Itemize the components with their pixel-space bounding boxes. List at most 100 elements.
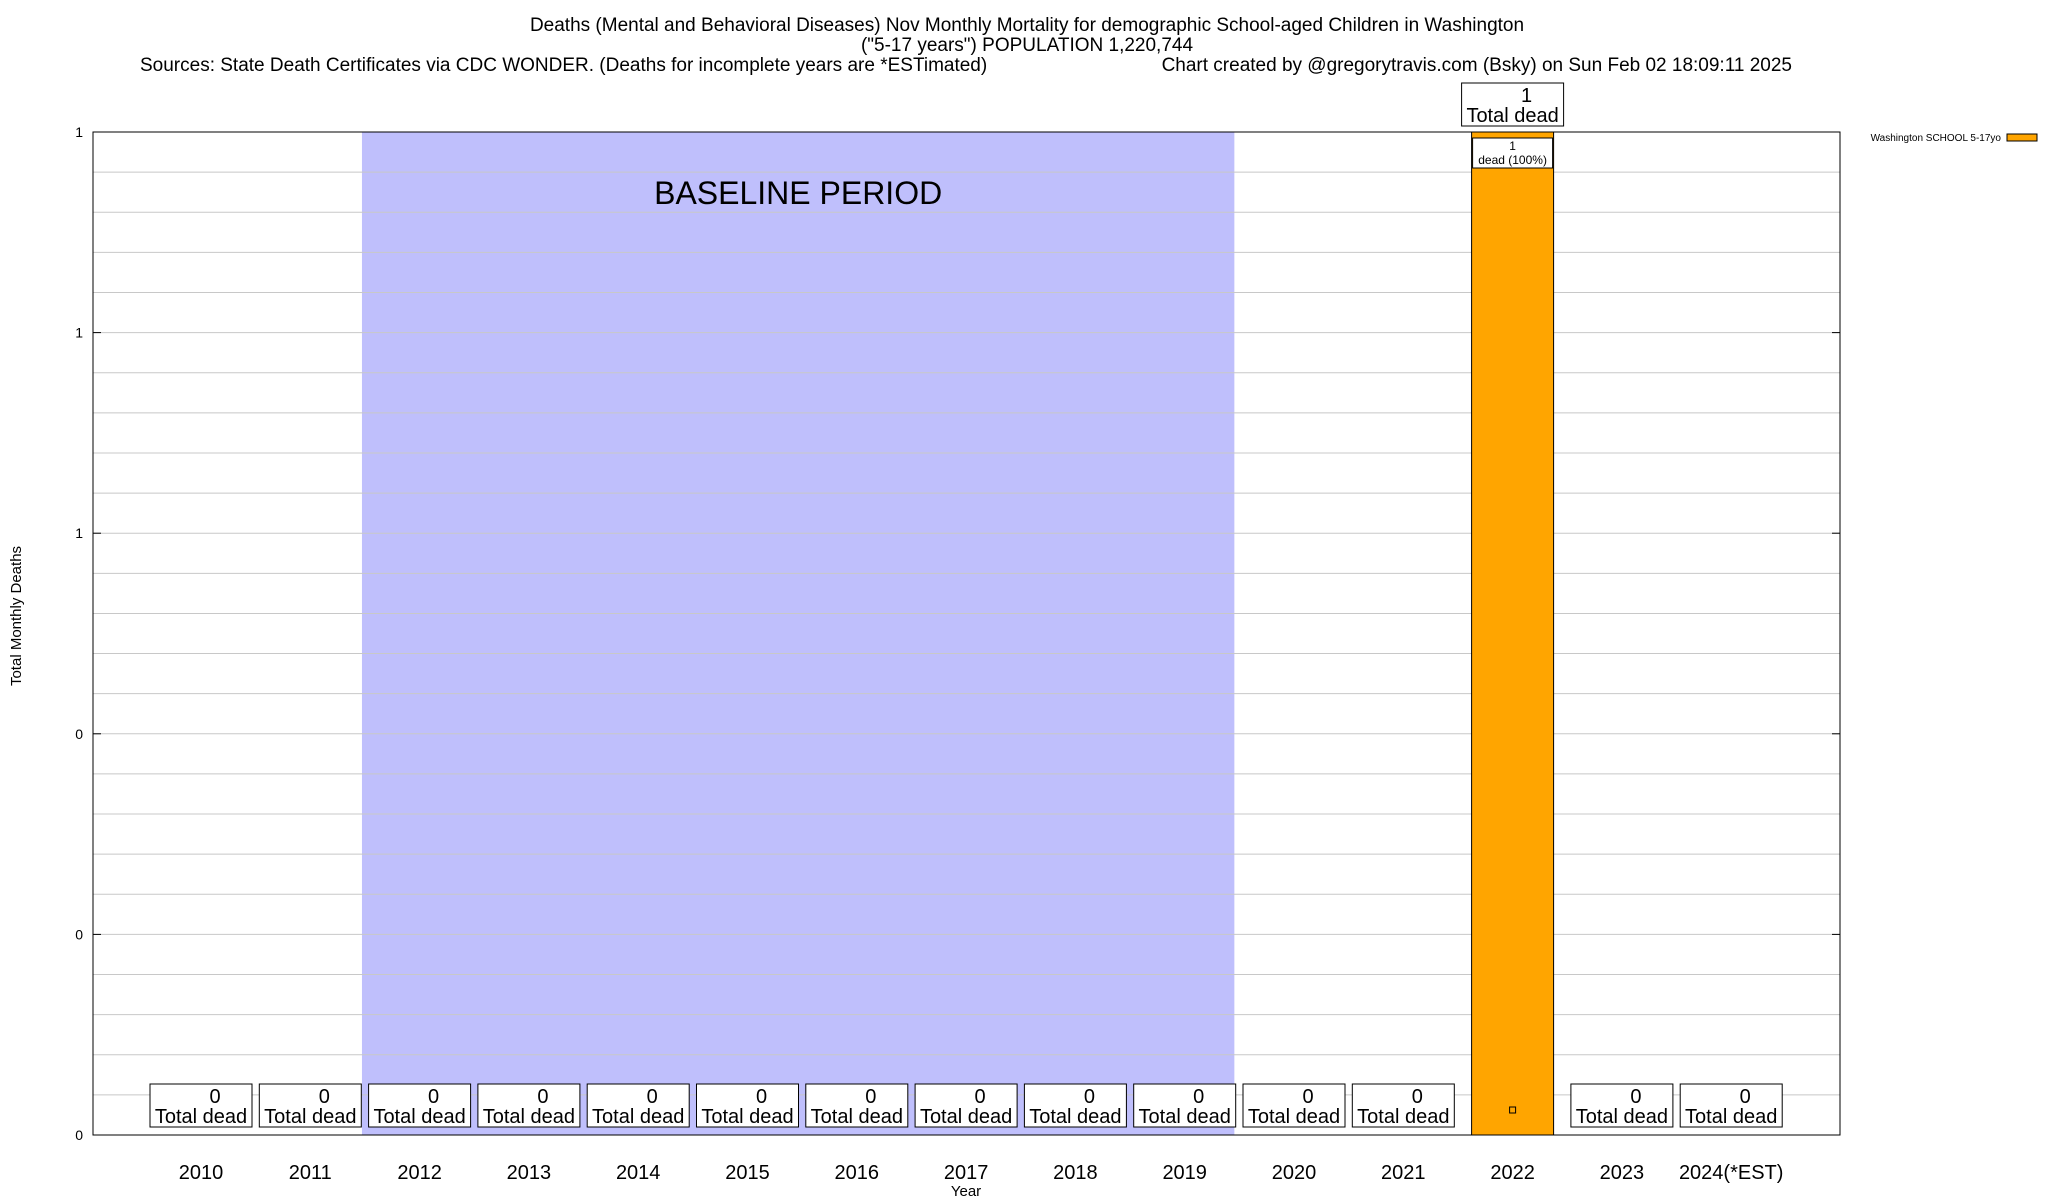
legend-swatch [2006, 133, 2038, 142]
y-tick-label: 0 [75, 1127, 83, 1143]
x-tick-label: 2022 [1490, 1162, 1535, 1184]
bar-inner-label-value: 1 [1509, 139, 1516, 153]
total-label-value: 0 [537, 1086, 548, 1108]
x-tick-label: 2018 [1053, 1162, 1098, 1184]
total-label-box [1133, 1083, 1237, 1128]
total-label-text: Total dead [1139, 1106, 1231, 1128]
total-label-value: 1 [1521, 85, 1532, 107]
total-label-value: 0 [975, 1086, 986, 1108]
x-tick-label: 2014 [616, 1162, 661, 1184]
x-tick-label: 2010 [179, 1162, 224, 1184]
total-label-value: 0 [1412, 1086, 1423, 1108]
total-label-text: Total dead [1248, 1106, 1340, 1128]
total-label-value: 0 [1740, 1086, 1751, 1108]
total-label-value: 0 [428, 1086, 439, 1108]
total-label-value: 0 [647, 1086, 658, 1108]
total-label-text: Total dead [1576, 1106, 1668, 1128]
total-label-text: Total dead [1357, 1106, 1449, 1128]
total-label-text: Total dead [592, 1106, 684, 1128]
chart-credit: Chart created by @gregorytravis.com (Bsk… [1162, 55, 1792, 76]
chart-title-line-2: ("5-17 years") POPULATION 1,220,744 [861, 35, 1193, 56]
total-label-text: Total dead [1466, 105, 1558, 127]
total-label-box [1023, 1083, 1127, 1128]
total-label-box [696, 1083, 799, 1128]
baseline-period-label: BASELINE PERIOD [654, 175, 942, 211]
x-tick-label: 2012 [397, 1162, 442, 1184]
x-tick-label: 2011 [289, 1162, 332, 1184]
total-label-text: Total dead [483, 1106, 575, 1128]
baseline-period-band [361, 132, 1235, 1135]
total-label-value: 0 [1084, 1086, 1095, 1108]
total-label-value: 0 [319, 1086, 330, 1108]
x-tick-label: 2024(*EST) [1679, 1162, 1784, 1184]
x-tick-label: 2019 [1162, 1162, 1207, 1184]
total-label-box [149, 1083, 253, 1128]
total-label-box [477, 1083, 581, 1128]
total-label-box [914, 1083, 1018, 1128]
bar-2022 [1471, 131, 1555, 1136]
total-label-text: Total dead [811, 1106, 903, 1128]
x-tick-label: 2016 [835, 1162, 880, 1184]
total-label-text: Total dead [1029, 1106, 1121, 1128]
total-label-value: 0 [1630, 1086, 1641, 1108]
y-tick-label: 0 [75, 726, 83, 742]
y-tick-label: 1 [75, 124, 83, 140]
x-tick-label: 2023 [1600, 1162, 1645, 1184]
bar-inner-label-box [1472, 137, 1554, 169]
total-label-box [586, 1083, 690, 1128]
x-axis-label: Year [951, 1183, 981, 1200]
plot-frame [92, 131, 1841, 1136]
total-label-text: Total dead [373, 1106, 465, 1128]
y-tick-label: 1 [75, 325, 83, 341]
total-label-value: 0 [209, 1086, 220, 1108]
total-label-box [1461, 82, 1565, 127]
chart-sources: Sources: State Death Certificates via CD… [140, 55, 987, 76]
y-tick-label: 1 [75, 525, 83, 541]
total-label-box [258, 1083, 362, 1128]
total-label-text: Total dead [1685, 1106, 1777, 1128]
total-label-value: 0 [1302, 1086, 1313, 1108]
chart-title-line-1: Deaths (Mental and Behavioral Diseases) … [530, 15, 1524, 36]
x-tick-label: 2020 [1272, 1162, 1317, 1184]
total-label-box [805, 1083, 909, 1128]
total-label-box [1351, 1083, 1455, 1128]
total-label-text: Total dead [920, 1106, 1012, 1128]
total-label-text: Total dead [264, 1106, 356, 1128]
x-tick-label: 2015 [725, 1162, 770, 1184]
total-label-value: 0 [756, 1086, 767, 1108]
total-label-value: 0 [1193, 1086, 1204, 1108]
y-axis-label: Total Monthly Deaths [8, 546, 25, 686]
total-label-box [1570, 1083, 1674, 1128]
x-tick-label: 2013 [507, 1162, 552, 1184]
total-label-box [368, 1083, 472, 1128]
x-marker [1509, 1106, 1517, 1114]
total-label-text: Total dead [701, 1106, 793, 1128]
total-label-value: 0 [865, 1086, 876, 1108]
x-tick-label: 2017 [944, 1162, 989, 1184]
bar-inner-label-text: dead (100%) [1478, 153, 1547, 167]
total-label-box [1242, 1083, 1346, 1128]
legend: Washington SCHOOL 5-17yo [1871, 133, 2038, 144]
x-tick-label: 2021 [1381, 1162, 1426, 1184]
y-tick-label: 0 [75, 926, 83, 942]
total-label-box [1679, 1083, 1783, 1128]
